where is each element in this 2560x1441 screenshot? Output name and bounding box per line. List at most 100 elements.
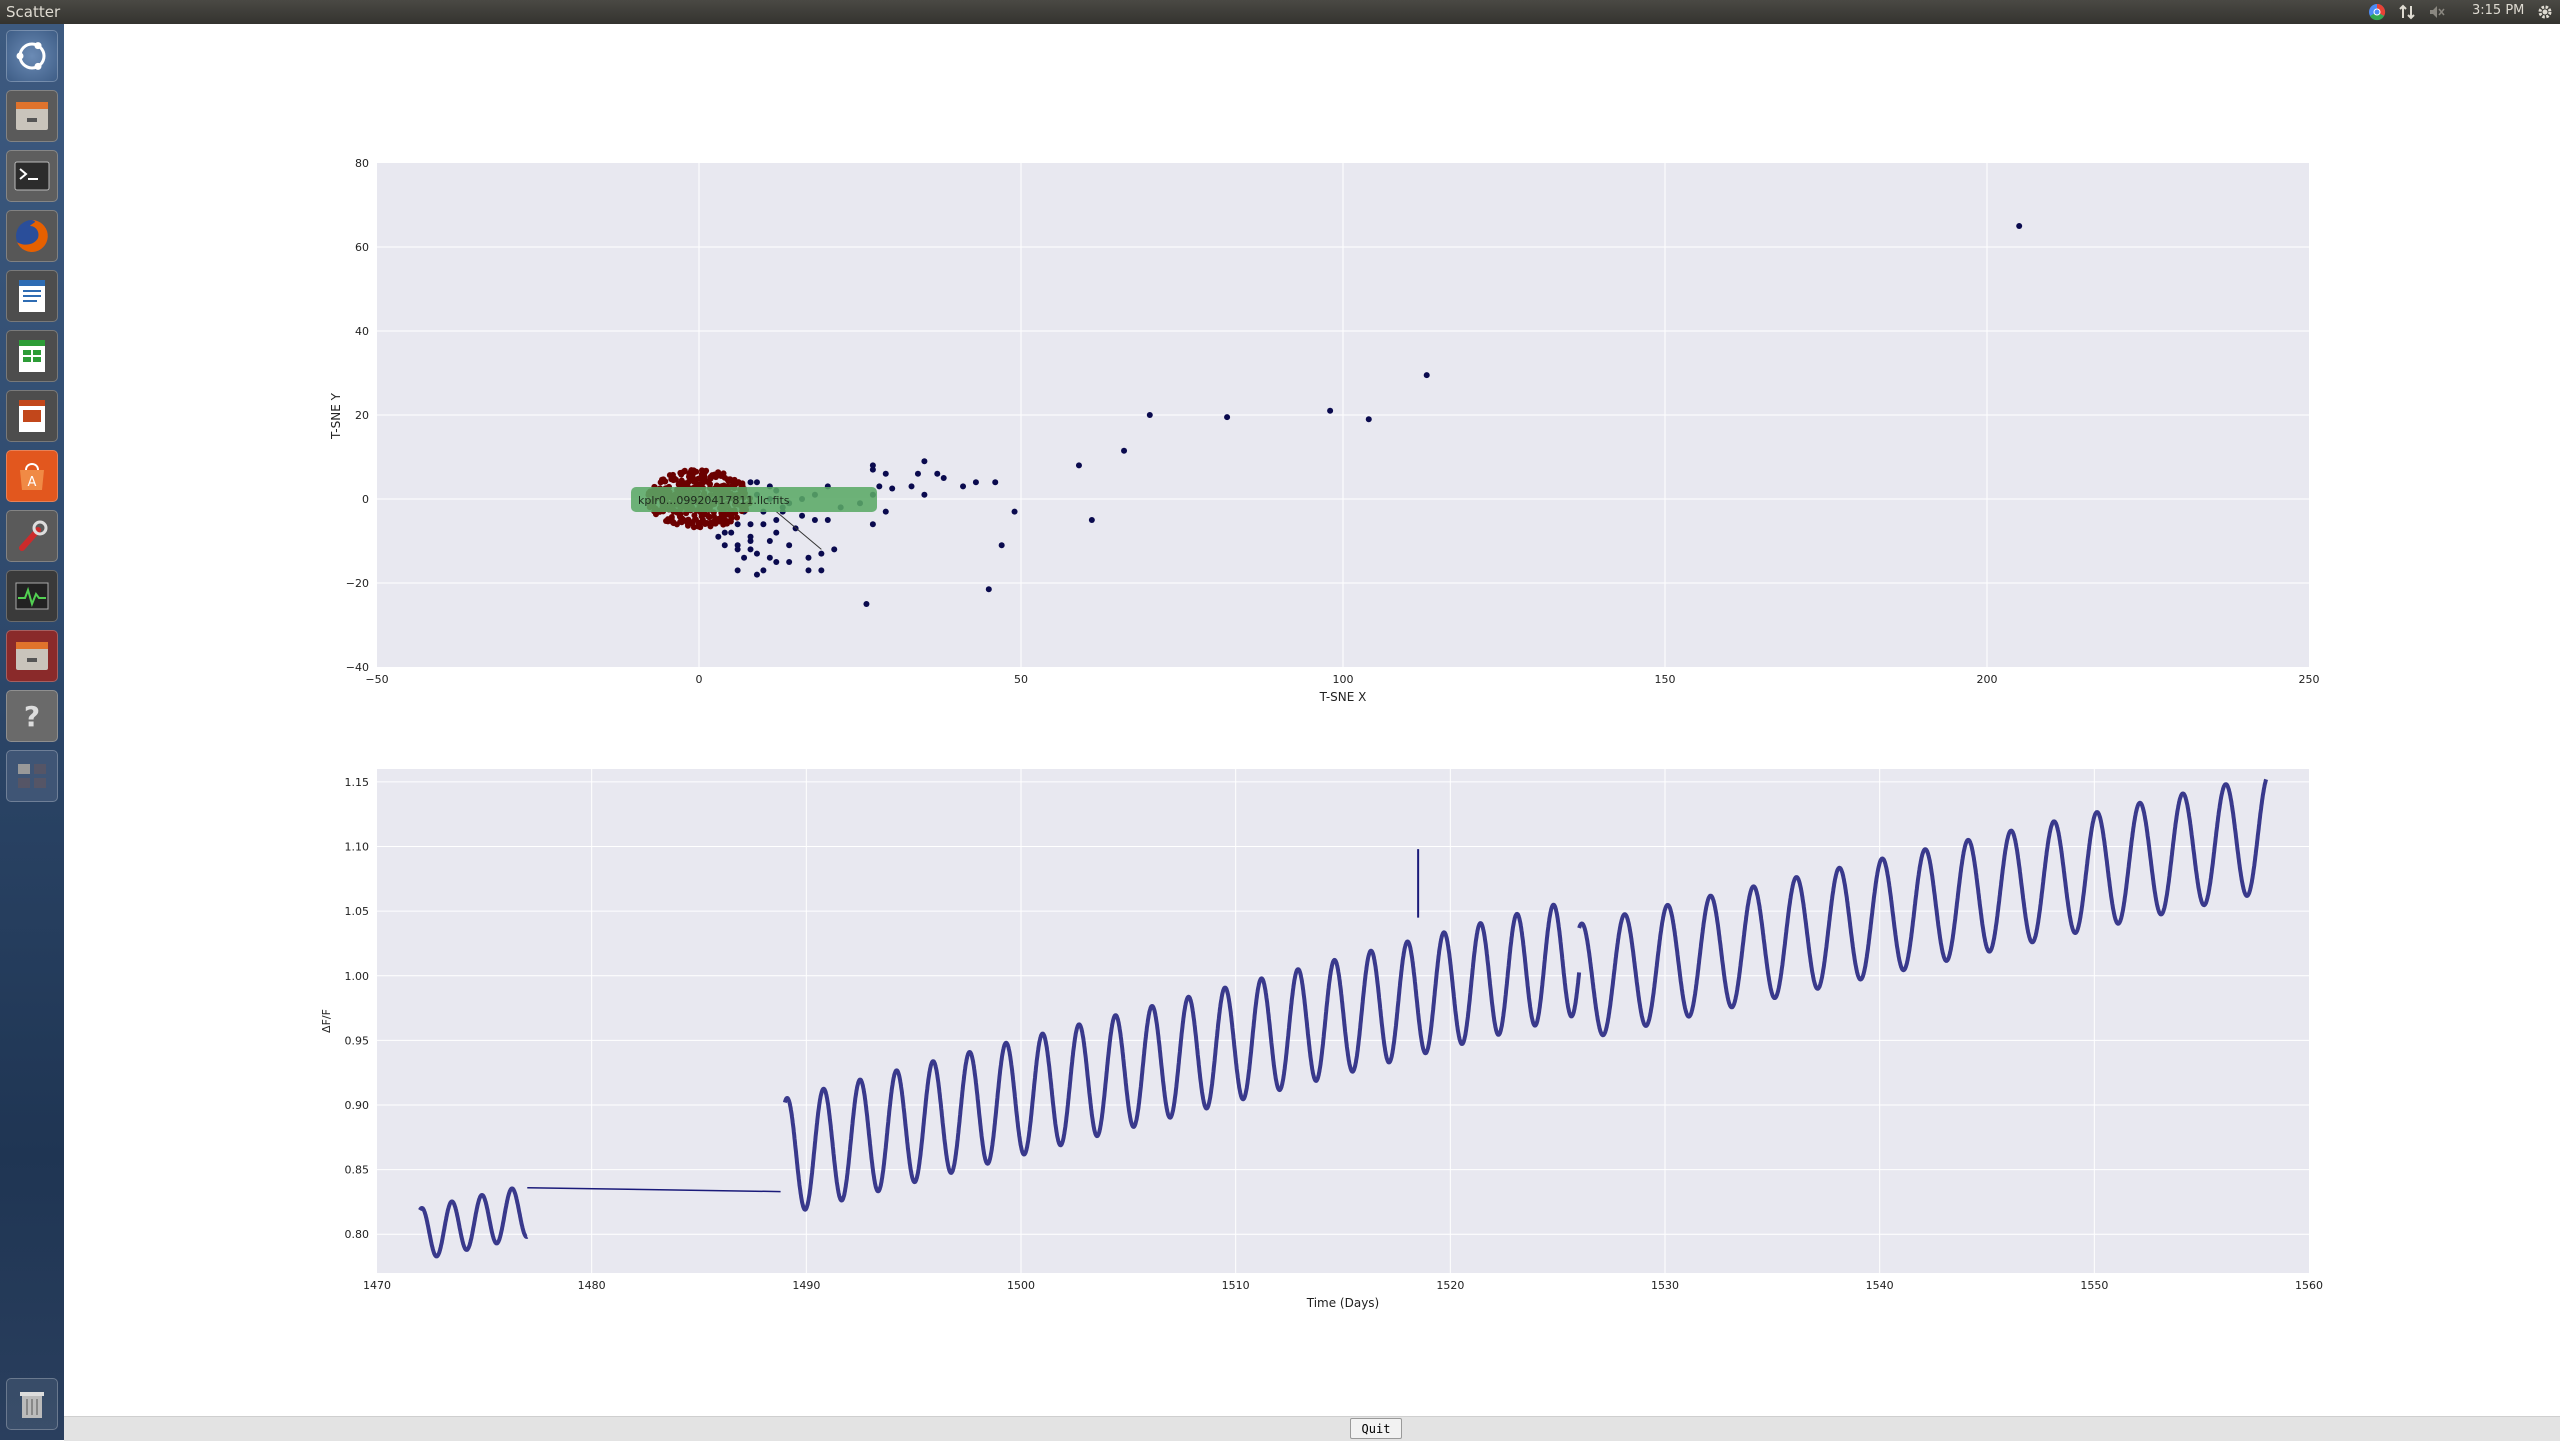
scatter-point <box>960 483 967 490</box>
network-icon[interactable] <box>2398 3 2416 25</box>
scatter-point <box>760 521 767 528</box>
impress-button[interactable] <box>6 390 58 442</box>
workspace-switcher-button[interactable] <box>6 750 58 802</box>
scatter-y-tick-label: 80 <box>355 157 369 170</box>
scatter-point <box>747 479 754 486</box>
cluster-point <box>677 518 684 525</box>
cluster-point <box>700 468 707 475</box>
annotation-arrow <box>775 511 822 550</box>
lightcurve-segment <box>1577 778 2269 1038</box>
lightcurve-x-tick-label: 1470 <box>363 1279 391 1292</box>
lightcurve-x-tick-label: 1550 <box>2080 1279 2108 1292</box>
gear-icon[interactable] <box>2536 3 2554 25</box>
scatter-point <box>747 533 754 540</box>
scatter-point <box>985 586 992 593</box>
workspace-icon <box>18 764 46 788</box>
lightcurve-x-tick-label: 1480 <box>578 1279 606 1292</box>
scatter-point <box>1011 508 1018 515</box>
scatter-point <box>747 521 754 528</box>
scatter-y-tick-label: 40 <box>355 325 369 338</box>
scatter-point <box>921 491 928 498</box>
lightcurve-x-label: Time (Days) <box>1306 1296 1380 1310</box>
scatter-x-tick-label: 250 <box>2299 673 2320 686</box>
cluster-point <box>681 467 688 474</box>
scatter-point <box>934 470 941 477</box>
scatter-point <box>1088 517 1095 523</box>
tsne-scatter-plot[interactable]: −50 0 50 100 150 200 250 −40 −20 0 20 40 60 80 kplr0… <box>329 157 2320 704</box>
scatter-y-tick-label: −40 <box>346 661 369 674</box>
cluster-point <box>685 473 692 480</box>
scatter-point <box>773 517 780 523</box>
lightcurve-gridlines <box>377 769 2309 1273</box>
scatter-point <box>734 521 741 528</box>
scatter-point <box>766 554 773 561</box>
scatter-point <box>747 538 754 544</box>
firefox-button[interactable] <box>6 210 58 262</box>
scatter-y-tick-label: 0 <box>362 493 369 506</box>
file-cabinet-icon <box>16 642 48 670</box>
ubuntu-logo-icon <box>16 42 46 70</box>
scatter-y-tick-label: 20 <box>355 409 369 422</box>
cluster-point <box>684 480 691 487</box>
scatter-point <box>753 571 760 578</box>
scatter-x-tick-label: 50 <box>1014 673 1028 686</box>
lightcurve-y-label: ΔF/F <box>320 1009 333 1033</box>
files-button[interactable] <box>6 90 58 142</box>
settings-button[interactable] <box>6 510 58 562</box>
lightcurve-x-tick-labels: 1470 1480 1490 1500 1510 1520 1530 1540 1550 1560 <box>363 1279 2323 1292</box>
lightcurve-y-tick-label: 0.80 <box>345 1228 370 1241</box>
cluster-point <box>705 480 712 487</box>
volume-muted-icon[interactable] <box>2428 3 2446 25</box>
lightcurve-y-tick-label: 1.15 <box>345 776 370 789</box>
cluster-point <box>705 514 712 521</box>
scatter-point <box>721 542 728 549</box>
scatter-point <box>882 508 889 515</box>
files-window-button[interactable] <box>6 630 58 682</box>
calc-button[interactable] <box>6 330 58 382</box>
help-button[interactable]: ? <box>6 690 58 742</box>
cluster-point <box>701 519 708 526</box>
scatter-point <box>805 567 812 574</box>
scatter-point <box>773 559 780 565</box>
shopping-bag-icon: A <box>20 463 44 490</box>
cluster-point <box>711 520 718 527</box>
clock[interactable]: 3:15 PM <box>2472 3 2525 18</box>
scatter-point <box>715 533 722 540</box>
cluster-point <box>665 518 672 525</box>
trash-button[interactable] <box>6 1378 58 1430</box>
lightcurve-x-tick-label: 1510 <box>1222 1279 1250 1292</box>
lightcurve-x-tick-label: 1530 <box>1651 1279 1679 1292</box>
system-monitor-button[interactable] <box>6 570 58 622</box>
terminal-button[interactable] <box>6 150 58 202</box>
lightcurve-segment <box>782 902 1582 1212</box>
button-bar: Quit <box>64 1416 2560 1441</box>
scatter-point <box>992 479 999 486</box>
software-center-button[interactable]: A <box>6 450 58 502</box>
writer-button[interactable] <box>6 270 58 322</box>
scatter-point <box>940 475 947 481</box>
scatter-x-tick-label: 0 <box>696 673 703 686</box>
scatter-point <box>753 550 760 557</box>
scatter-point <box>728 529 735 536</box>
scatter-point <box>998 542 1005 549</box>
presentation-icon <box>19 400 45 432</box>
lightcurve-gap-line <box>527 1186 781 1193</box>
lightcurve-segment <box>418 1186 529 1259</box>
scatter-point <box>2016 223 2023 229</box>
cluster-point <box>715 515 722 522</box>
wrench-icon <box>19 520 48 551</box>
scatter-point <box>908 483 915 490</box>
scatter-point <box>972 479 979 486</box>
chrome-tray-icon[interactable] <box>2368 3 2386 25</box>
scatter-point <box>734 546 741 553</box>
quit-button[interactable]: Quit <box>1350 1418 1402 1439</box>
dash-button[interactable] <box>6 30 58 82</box>
scatter-y-label: T-SNE Y <box>329 392 343 440</box>
cluster-point <box>662 478 669 485</box>
lightcurve-series <box>418 778 2269 1259</box>
cluster-point <box>670 477 677 484</box>
scatter-x-tick-label: 100 <box>1333 673 1354 686</box>
cluster-point <box>685 519 692 526</box>
scatter-point <box>1121 447 1128 454</box>
light-curve-plot[interactable]: 1470 1480 1490 1500 1510 1520 1530 1540 1550 1560… <box>320 769 2323 1310</box>
